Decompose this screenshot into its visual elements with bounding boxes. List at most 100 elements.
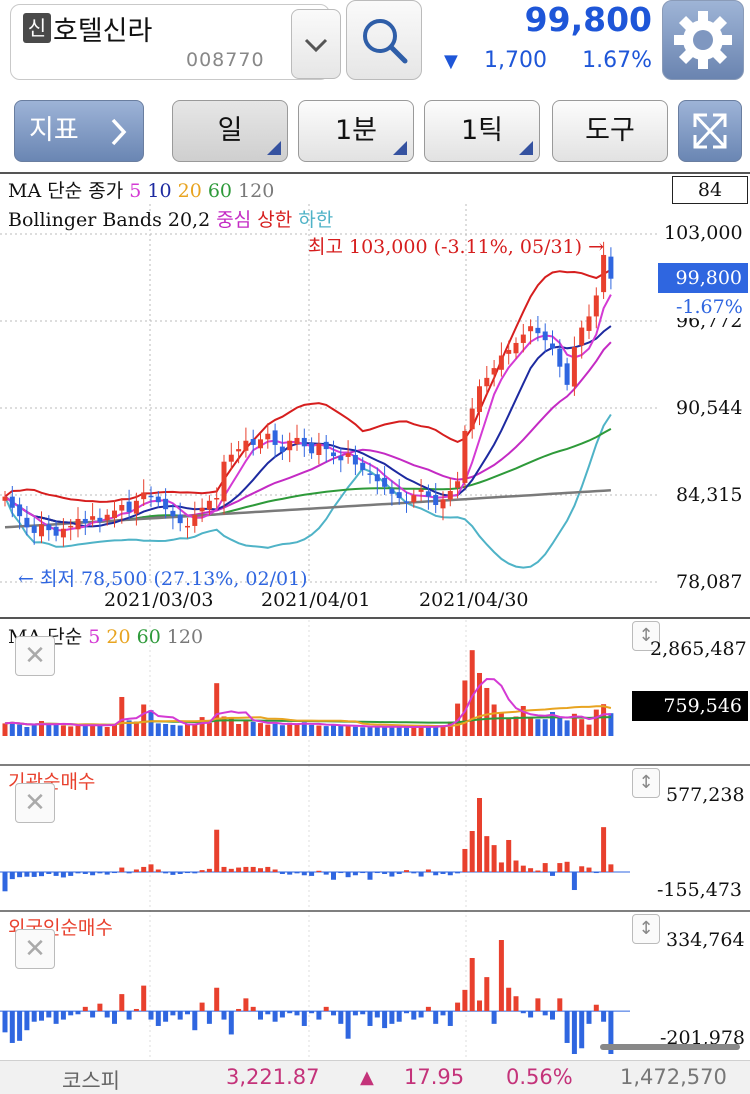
candle-body [177, 514, 183, 524]
volume-bar [462, 680, 468, 736]
institution-bar [170, 872, 176, 875]
institution-bar [571, 872, 577, 891]
volume-bar [228, 717, 234, 736]
candle-body [39, 524, 44, 537]
foreign-bar [528, 1011, 534, 1018]
index-change-pct: 0.56% [506, 1065, 573, 1089]
tools-button[interactable]: 도구 [552, 100, 668, 162]
volume-current-marker: 759,546 [632, 691, 748, 721]
candle-body [141, 492, 147, 500]
candle-body [90, 516, 96, 520]
foreign-bar [214, 987, 220, 1012]
institution-bar [265, 866, 271, 873]
candle-body [214, 498, 220, 500]
candle-body [411, 495, 417, 503]
candle-body [279, 446, 285, 452]
horizontal-scrollbar[interactable] [600, 1044, 740, 1050]
market-index-bar[interactable]: 코스피 3,221.87 ▲ 17.95 0.56% 1,472,570 [0, 1060, 750, 1094]
foreign-bar [579, 1011, 585, 1049]
volume-close-button[interactable]: ✕ [15, 636, 55, 676]
volume-bar [24, 726, 30, 736]
foreign-resize-handle[interactable]: ↕ [632, 914, 660, 944]
candle-body [571, 347, 577, 387]
foreign-bar [360, 1011, 366, 1015]
fullscreen-button[interactable] [678, 100, 742, 162]
candle-body [382, 477, 388, 487]
period-day-button[interactable]: 일 [172, 100, 288, 162]
candle-body [287, 440, 293, 451]
foreign-bar [75, 1011, 81, 1015]
volume-bar [404, 727, 409, 736]
institution-bar [360, 872, 366, 874]
institution-resize-handle[interactable]: ↕ [632, 768, 660, 798]
institution-bar [608, 864, 614, 873]
candle-body [455, 481, 461, 488]
stock-selector[interactable]: 신 호텔신라 008770 [10, 4, 341, 80]
institution-bar [520, 865, 526, 873]
institution-bar [214, 829, 220, 873]
volume-bar [323, 726, 329, 736]
index-volume: 1,472,570 [620, 1065, 727, 1089]
foreign-bar [440, 1011, 446, 1016]
foreign-bar [506, 987, 512, 1012]
candle-body [513, 342, 519, 354]
candle-body [250, 439, 256, 445]
institution-bar [455, 872, 461, 874]
stock-name: 호텔신라 [53, 16, 153, 47]
stock-dropdown-button[interactable] [291, 9, 341, 79]
candle-body [75, 518, 81, 530]
volume-resize-handle[interactable]: ↕ [632, 621, 660, 651]
volume-bar [68, 726, 74, 736]
candle-body [360, 462, 366, 471]
bb-upper-label: 상한 [257, 209, 293, 231]
foreign-close-button[interactable]: ✕ [15, 929, 55, 969]
candle-body [345, 453, 351, 457]
candle-body [60, 528, 66, 538]
settings-button[interactable] [662, 0, 744, 80]
foreign-bar [53, 1011, 59, 1024]
down-arrow-icon: ▼ [444, 51, 458, 72]
volume-bar [316, 725, 322, 736]
volume-bar [528, 717, 534, 736]
volume-bar [185, 724, 190, 736]
institution-bar [309, 872, 315, 876]
search-button[interactable] [346, 0, 422, 80]
volume-bar [498, 713, 504, 736]
candle-body [433, 494, 439, 505]
candle-body [535, 327, 541, 334]
volume-bar [163, 723, 169, 736]
candlesticks [2, 241, 614, 547]
tick-button[interactable]: 1틱 [424, 100, 540, 162]
institution-bar [425, 869, 431, 873]
volume-bar [557, 717, 563, 736]
bb-legend: Bollinger Bands 20,2 중심 상한 하한 [8, 205, 333, 232]
indicator-button[interactable]: 지표 [14, 100, 144, 162]
vol-ma5-label: 5 [88, 626, 101, 648]
stock-chart[interactable] [0, 174, 750, 1060]
volume-bar [104, 726, 110, 736]
institution-bar [112, 872, 117, 874]
foreign-bar [462, 989, 468, 1012]
volume-bar [243, 720, 249, 736]
foreign-bar [586, 1011, 592, 1024]
foreign-bar [309, 1011, 315, 1014]
candle-body [53, 526, 59, 536]
candle-body [192, 514, 198, 526]
foreign-bar [323, 1006, 329, 1012]
institution-bar [411, 872, 417, 874]
institution-close-button[interactable]: ✕ [15, 783, 55, 823]
institution-bar [550, 872, 555, 876]
candle-body [294, 437, 300, 445]
institution-bar [163, 872, 169, 874]
minute-label: 1분 [334, 115, 378, 146]
volume-bar [46, 723, 52, 736]
minute-button[interactable]: 1분 [298, 100, 414, 162]
volume-bar [338, 725, 344, 736]
institution-bar [389, 872, 395, 877]
volume-bar [411, 726, 417, 736]
candle-body [586, 316, 592, 331]
institution-bar [601, 827, 607, 873]
institution-bar [477, 798, 482, 873]
volume-bar [192, 723, 198, 736]
volume-bar [506, 717, 512, 736]
